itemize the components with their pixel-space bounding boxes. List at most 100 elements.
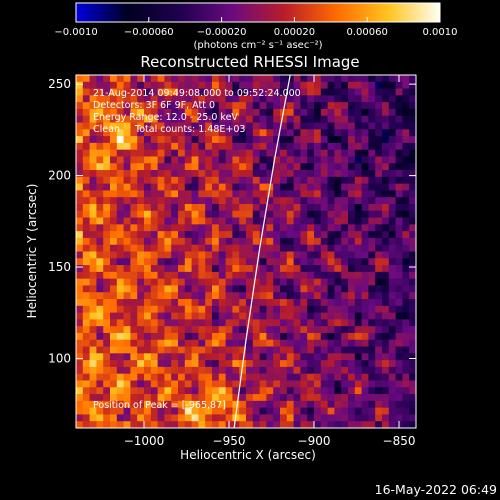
heatmap-cell xyxy=(354,224,362,232)
heatmap-cell xyxy=(225,366,233,375)
heatmap-cell xyxy=(137,319,145,327)
heatmap-cell xyxy=(314,394,322,402)
heatmap-cell xyxy=(171,353,179,361)
heatmap-cell xyxy=(395,394,403,402)
annotation-energy-range: Energy Range: 12.0 - 25.0 keV xyxy=(93,112,238,123)
heatmap-cell xyxy=(327,142,335,151)
heatmap-cell xyxy=(368,339,376,347)
heatmap-cell xyxy=(232,265,240,273)
heatmap-cell xyxy=(327,414,335,422)
heatmap-cell xyxy=(137,115,145,123)
heatmap-cell xyxy=(320,224,328,232)
heatmap-cell xyxy=(130,142,138,151)
heatmap-cell xyxy=(286,88,294,96)
heatmap-cell xyxy=(144,210,152,218)
heatmap-cell xyxy=(225,394,233,402)
heatmap-cell xyxy=(388,244,396,252)
heatmap-cell xyxy=(395,88,403,96)
heatmap-cell xyxy=(252,407,260,415)
heatmap-cell xyxy=(225,380,233,388)
heatmap-cell xyxy=(164,170,172,178)
heatmap-cell xyxy=(232,108,240,117)
heatmap-cell xyxy=(150,414,158,422)
heatmap-cell xyxy=(164,319,172,327)
heatmap-cell xyxy=(354,258,362,266)
heatmap-cell xyxy=(144,292,152,300)
heatmap-cell xyxy=(178,224,186,232)
heatmap-cell xyxy=(368,81,376,89)
heatmap-cell xyxy=(354,292,362,300)
heatmap-cell xyxy=(402,414,410,422)
heatmap-cell xyxy=(246,380,254,388)
heatmap-cell xyxy=(205,380,213,388)
heatmap-cell xyxy=(116,421,124,428)
heatmap-cell xyxy=(232,278,240,286)
heatmap-cell xyxy=(409,224,416,232)
heatmap-cell xyxy=(259,305,267,313)
heatmap-cell xyxy=(300,122,308,130)
heatmap-cell xyxy=(212,407,220,415)
heatmap-cell xyxy=(334,108,342,117)
heatmap-cell xyxy=(341,115,349,123)
heatmap-cell xyxy=(157,319,165,327)
heatmap-cell xyxy=(293,299,301,307)
heatmap-cell xyxy=(225,285,233,293)
heatmap-cell xyxy=(280,115,288,123)
heatmap-cell xyxy=(273,176,281,185)
heatmap-cell xyxy=(327,129,335,137)
heatmap-cell xyxy=(225,136,233,144)
heatmap-cell xyxy=(314,102,322,110)
heatmap-cell xyxy=(157,142,165,151)
heatmap-cell xyxy=(171,156,179,164)
heatmap-cell xyxy=(273,292,281,300)
heatmap-cell xyxy=(150,305,158,313)
heatmap-cell xyxy=(246,129,254,137)
heatmap-cell xyxy=(225,278,233,286)
heatmap-cell xyxy=(218,265,226,273)
heatmap-cell xyxy=(178,407,186,415)
heatmap-cell xyxy=(137,353,145,361)
heatmap-cell xyxy=(395,122,403,130)
heatmap-cell xyxy=(76,339,84,347)
heatmap-cell xyxy=(409,217,416,225)
heatmap-cell xyxy=(300,81,308,89)
heatmap-cell xyxy=(103,129,111,137)
heatmap-cell xyxy=(184,265,192,273)
heatmap-cell xyxy=(252,373,260,381)
heatmap-cell xyxy=(184,156,192,164)
heatmap-cell xyxy=(157,421,165,428)
heatmap-cell xyxy=(239,149,247,157)
heatmap-cell xyxy=(96,81,104,89)
heatmap-cell xyxy=(178,88,186,96)
heatmap-cell xyxy=(205,136,213,144)
heatmap-cell xyxy=(144,394,152,402)
heatmap-cell xyxy=(286,258,294,266)
heatmap-cell xyxy=(205,149,213,157)
heatmap-cell xyxy=(164,129,172,137)
heatmap-cell xyxy=(103,394,111,402)
heatmap-cell xyxy=(341,285,349,293)
heatmap-cell xyxy=(164,108,172,117)
heatmap-cell xyxy=(402,400,410,409)
heatmap-cell xyxy=(123,231,131,239)
heatmap-cell xyxy=(225,387,233,395)
heatmap-cell xyxy=(239,258,247,266)
heatmap-cell xyxy=(361,115,369,123)
heatmap-cell xyxy=(76,224,84,232)
heatmap-cell xyxy=(212,197,220,205)
heatmap-cell xyxy=(116,95,124,103)
heatmap-cell xyxy=(293,387,301,395)
heatmap-cell xyxy=(314,319,322,327)
heatmap-cell xyxy=(246,285,254,293)
heatmap-cell xyxy=(307,95,315,103)
heatmap-cell xyxy=(246,387,254,395)
heatmap-cell xyxy=(89,190,97,198)
heatmap-cell xyxy=(266,224,274,232)
heatmap-cell xyxy=(402,332,410,341)
heatmap-cell xyxy=(232,170,240,178)
heatmap-cell xyxy=(334,394,342,402)
heatmap-cell xyxy=(123,400,131,409)
heatmap-cell xyxy=(212,373,220,381)
heatmap-cell xyxy=(259,95,267,103)
heatmap-cell xyxy=(375,346,383,354)
